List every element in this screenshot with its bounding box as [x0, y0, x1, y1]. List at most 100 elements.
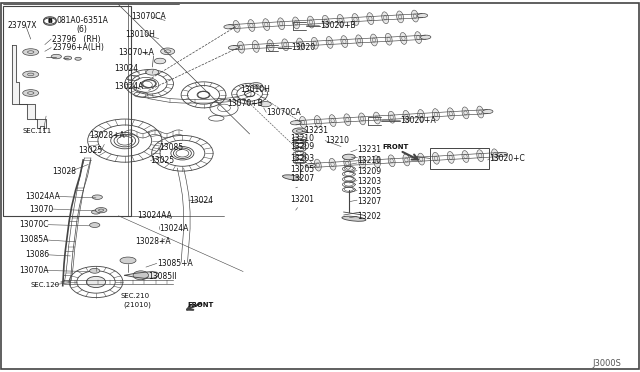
Ellipse shape — [292, 17, 300, 29]
Ellipse shape — [433, 109, 440, 121]
Text: 13085II: 13085II — [148, 272, 177, 281]
Ellipse shape — [314, 159, 321, 171]
Ellipse shape — [358, 157, 365, 169]
Ellipse shape — [341, 36, 348, 48]
Text: 13020+B: 13020+B — [320, 21, 356, 30]
Text: 13085: 13085 — [159, 143, 183, 152]
Text: 13070C: 13070C — [19, 220, 49, 229]
Ellipse shape — [417, 13, 428, 18]
Ellipse shape — [373, 112, 380, 124]
Ellipse shape — [51, 54, 61, 59]
Ellipse shape — [433, 152, 440, 164]
Ellipse shape — [278, 18, 285, 30]
Text: (21010): (21010) — [123, 301, 151, 308]
Ellipse shape — [462, 107, 469, 119]
Ellipse shape — [263, 19, 270, 31]
Text: 13209: 13209 — [357, 167, 381, 176]
Ellipse shape — [462, 151, 469, 163]
Text: 13205: 13205 — [357, 187, 381, 196]
Text: 13207: 13207 — [291, 174, 315, 183]
Text: 13070+A: 13070+A — [118, 48, 154, 57]
Ellipse shape — [326, 36, 333, 48]
Text: 13205: 13205 — [291, 165, 315, 174]
Text: 13028+A: 13028+A — [136, 237, 172, 246]
Text: 13231: 13231 — [357, 145, 381, 154]
Text: 13070CA: 13070CA — [131, 12, 166, 21]
Text: 13203: 13203 — [357, 177, 381, 186]
Text: FRONT: FRONT — [187, 302, 213, 308]
Ellipse shape — [282, 175, 301, 180]
Bar — [430, 148, 489, 169]
Ellipse shape — [228, 45, 239, 50]
Text: 13020: 13020 — [291, 43, 316, 52]
Ellipse shape — [403, 110, 410, 122]
Ellipse shape — [412, 10, 419, 22]
Text: 13020+C: 13020+C — [490, 154, 525, 163]
Text: 13210: 13210 — [325, 136, 349, 145]
Text: 23797X: 23797X — [8, 21, 37, 30]
Text: B: B — [47, 18, 52, 23]
Ellipse shape — [75, 57, 81, 60]
Bar — [3, 6, 131, 216]
Ellipse shape — [388, 111, 395, 123]
Polygon shape — [12, 45, 46, 128]
Text: 13024AA: 13024AA — [137, 211, 172, 219]
Text: 13086: 13086 — [26, 250, 50, 259]
Ellipse shape — [329, 115, 336, 126]
Text: FRONT: FRONT — [383, 144, 409, 150]
Text: 13024A: 13024A — [159, 224, 188, 233]
Ellipse shape — [64, 56, 72, 60]
Text: 23796+A(LH): 23796+A(LH) — [52, 43, 104, 52]
Ellipse shape — [367, 13, 374, 25]
Text: 13028+A: 13028+A — [90, 131, 125, 140]
Ellipse shape — [415, 32, 422, 44]
Text: SEC.120: SEC.120 — [31, 282, 60, 288]
Ellipse shape — [418, 153, 425, 165]
Polygon shape — [125, 272, 159, 278]
Ellipse shape — [385, 33, 392, 45]
Ellipse shape — [447, 151, 454, 163]
Ellipse shape — [120, 257, 136, 264]
Ellipse shape — [373, 156, 380, 168]
Ellipse shape — [418, 109, 425, 121]
Ellipse shape — [23, 71, 38, 78]
Ellipse shape — [403, 154, 410, 166]
Ellipse shape — [291, 121, 301, 125]
Text: 23796   (RH): 23796 (RH) — [52, 35, 101, 44]
Ellipse shape — [92, 195, 102, 199]
Text: 13210: 13210 — [357, 156, 381, 165]
Ellipse shape — [252, 41, 259, 52]
Text: 13028: 13028 — [52, 167, 77, 176]
Ellipse shape — [92, 210, 100, 214]
Text: 13201: 13201 — [291, 195, 315, 203]
Ellipse shape — [296, 38, 303, 50]
Text: 13070+B: 13070+B — [227, 99, 263, 108]
Text: SEC.111: SEC.111 — [22, 128, 52, 134]
Text: J3000S: J3000S — [592, 359, 621, 368]
Text: 13070A: 13070A — [19, 266, 49, 275]
Text: 13024AA: 13024AA — [26, 192, 60, 201]
Text: 13085+A: 13085+A — [157, 259, 193, 268]
Ellipse shape — [161, 48, 175, 55]
Ellipse shape — [497, 152, 508, 157]
Ellipse shape — [312, 37, 318, 49]
Ellipse shape — [344, 157, 351, 169]
Ellipse shape — [90, 269, 100, 273]
Ellipse shape — [233, 20, 240, 32]
Ellipse shape — [447, 108, 454, 120]
Ellipse shape — [477, 150, 484, 161]
Ellipse shape — [154, 58, 166, 64]
Ellipse shape — [95, 208, 107, 213]
Ellipse shape — [224, 25, 234, 29]
Ellipse shape — [292, 128, 307, 134]
Ellipse shape — [492, 149, 499, 161]
Ellipse shape — [300, 116, 307, 128]
Ellipse shape — [342, 216, 366, 221]
Text: 13209: 13209 — [291, 142, 315, 151]
Text: 13231: 13231 — [305, 126, 329, 135]
Ellipse shape — [282, 39, 289, 51]
Circle shape — [133, 271, 148, 280]
Ellipse shape — [388, 155, 395, 167]
Ellipse shape — [400, 32, 407, 44]
Text: 13207: 13207 — [357, 197, 381, 206]
